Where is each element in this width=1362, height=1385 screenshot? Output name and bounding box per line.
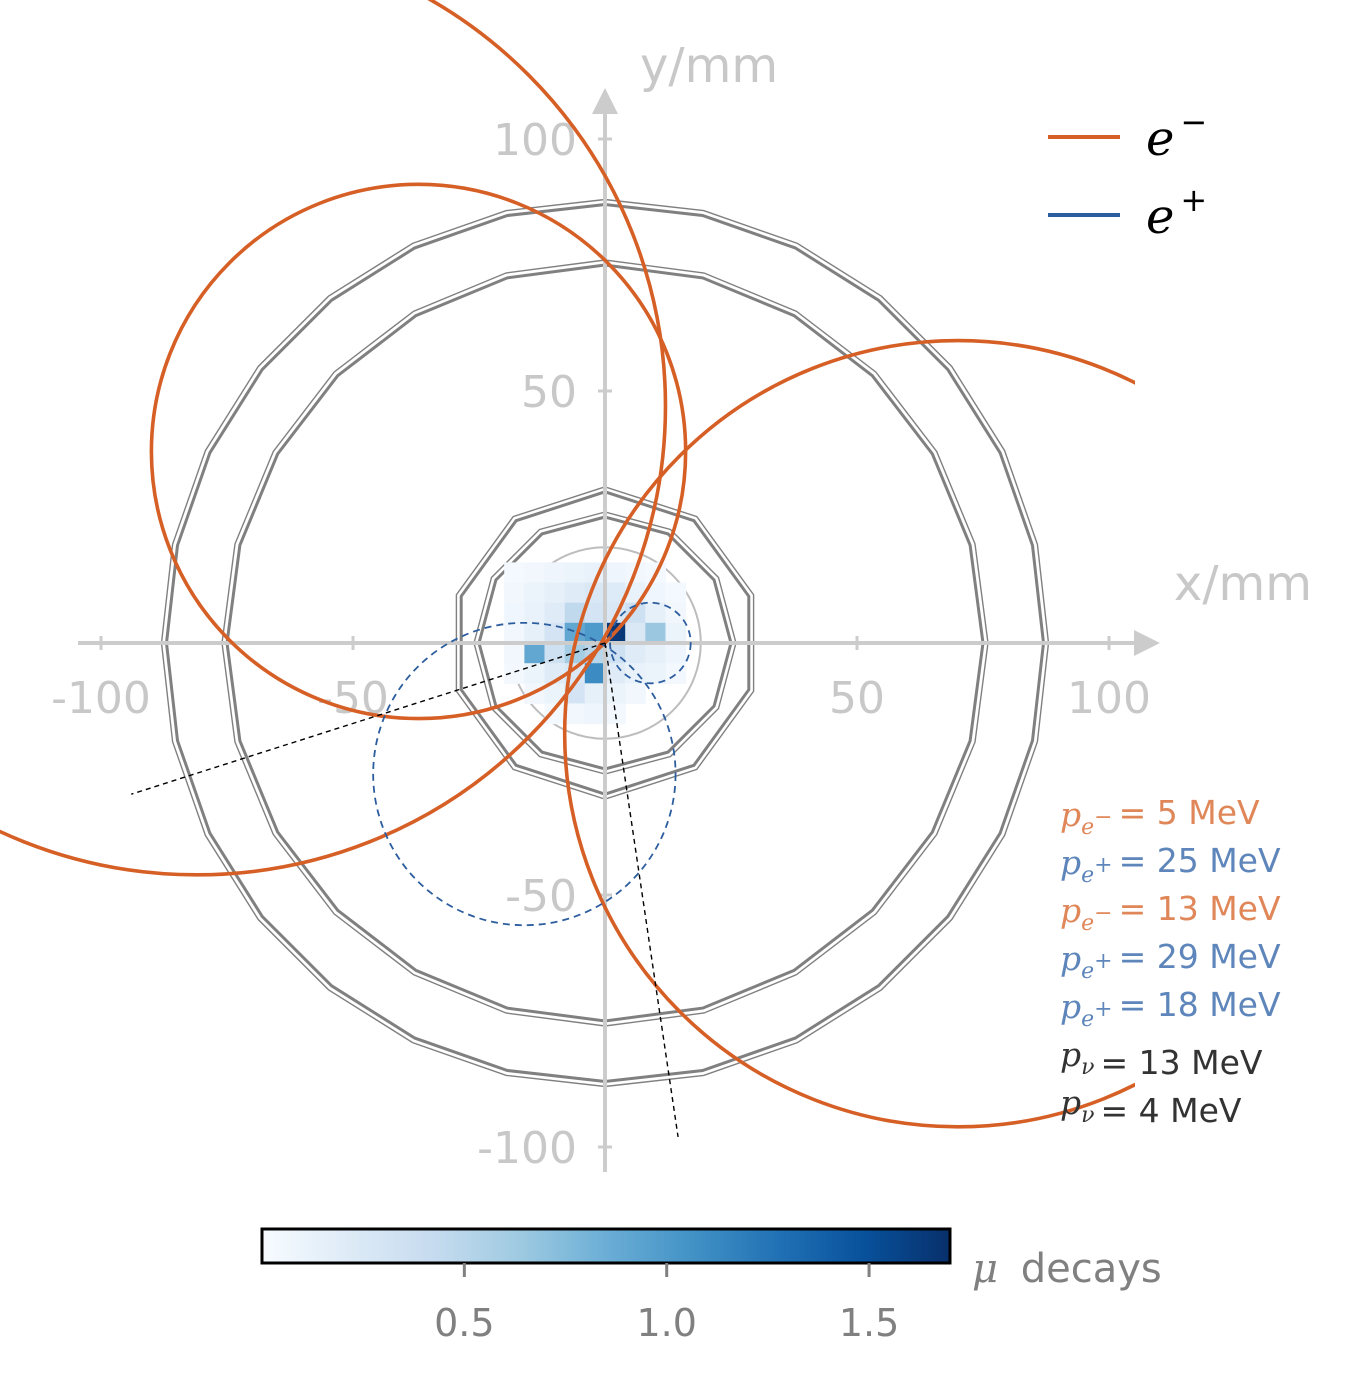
heatmap-cell (605, 703, 626, 725)
heatmap-cell (584, 703, 606, 725)
heatmap-cell (524, 582, 546, 604)
momentum-annotation: pe− = 5 MeV (1060, 793, 1260, 840)
particle-tracks (0, 0, 1135, 1138)
heatmap-cell (564, 643, 586, 664)
momentum-annotation: pν = 4 MeV (1060, 1083, 1242, 1130)
y-axis-arrow (592, 88, 618, 114)
heatmap-cell (504, 622, 525, 644)
heatmap-cell (665, 643, 687, 664)
heatmap-cell (504, 602, 525, 624)
heatmap-cell (544, 683, 566, 704)
colorbar-tick-label: 1.5 (839, 1301, 899, 1345)
x-tick-label: -100 (51, 673, 151, 724)
legend-label: e + (1146, 181, 1207, 245)
momentum-annotation: pe+ = 29 MeV (1060, 937, 1281, 984)
heatmap-cell (605, 582, 626, 604)
heatmap-cell (625, 643, 646, 664)
colorbar: 0.5 1.0 1.5 μ decays (260, 1227, 1162, 1345)
heatmap-cell (645, 582, 666, 604)
heatmap-cell (665, 582, 687, 604)
axes: -100 -50 50 100 -100 -50 50 100 x/mm y/mm (51, 38, 1312, 1174)
colorbar-title-symbol: μ (972, 1246, 998, 1292)
positron-track (372, 621, 677, 927)
colorbar-tick-label: 0.5 (434, 1301, 494, 1345)
legend: e − e + (1048, 103, 1207, 245)
heatmap-cell (645, 602, 666, 624)
heatmap-cell (665, 622, 687, 644)
heatmap-cell (605, 562, 626, 584)
heatmap-cell (504, 663, 525, 684)
heatmap-cell (564, 703, 586, 725)
heatmap-cell (564, 582, 586, 604)
neutrino-track (604, 642, 679, 1138)
momentum-annotation: pν = 13 MeV (1060, 1035, 1263, 1082)
y-axis-ticks: -100 -50 50 100 (477, 115, 612, 1174)
heatmap-cell (544, 582, 566, 604)
heatmap-cell (584, 663, 606, 684)
colorbar-ticks: 0.5 1.0 1.5 (434, 1263, 899, 1345)
x-axis-title: x/mm (1174, 556, 1312, 612)
momentum-annotation: pe− = 13 MeV (1060, 889, 1281, 936)
momentum-annotation: pe+ = 18 MeV (1060, 985, 1281, 1032)
colorbar-gradient (260, 1227, 952, 1265)
y-tick-label: -50 (505, 871, 577, 922)
heatmap-cell (645, 663, 666, 684)
heatmap-cell (504, 562, 525, 584)
y-tick-label: -100 (477, 1123, 577, 1174)
x-tick-label: 100 (1067, 673, 1151, 724)
heatmap-cell (504, 582, 525, 604)
heatmap-cell (564, 562, 586, 584)
heatmap-cell (524, 562, 546, 584)
heatmap-cell (605, 663, 626, 684)
heatmap-cell (625, 683, 646, 704)
heatmap-cell (645, 622, 666, 644)
y-tick-label: 100 (493, 115, 577, 166)
y-tick-label: 50 (521, 367, 577, 418)
heatmap-cell (625, 622, 646, 644)
heatmap-cell (524, 643, 546, 664)
heatmap-cell (524, 602, 546, 624)
heatmap-cell (524, 663, 546, 684)
colorbar-title-text: decays (1021, 1246, 1162, 1292)
heatmap-cell (544, 703, 566, 725)
momentum-annotation: pe+ = 25 MeV (1060, 841, 1281, 888)
electron-track (0, 0, 668, 877)
heatmap-cell (605, 683, 626, 704)
legend-label: e − (1146, 103, 1207, 167)
heatmap-cell (544, 643, 566, 664)
heatmap-cell (544, 562, 566, 584)
heatmap-cell (544, 602, 566, 624)
heatmap-cell (584, 602, 606, 624)
colorbar-tick-label: 1.0 (636, 1301, 696, 1345)
heatmap-cell (544, 622, 566, 644)
colorbar-title: μ decays (972, 1246, 1162, 1292)
heatmap-cell (504, 643, 525, 664)
heatmap-cell (524, 622, 546, 644)
x-tick-label: 50 (829, 673, 885, 724)
x-axis-arrow (1134, 630, 1160, 656)
heatmap-cell (584, 683, 606, 704)
electron-track (562, 338, 1135, 1129)
neutrino-track (131, 642, 606, 795)
heatmap-cell (645, 643, 666, 664)
x-axis-ticks: -100 -50 50 100 (51, 636, 1151, 724)
positron-track (609, 601, 692, 685)
y-axis-title: y/mm (640, 38, 778, 94)
